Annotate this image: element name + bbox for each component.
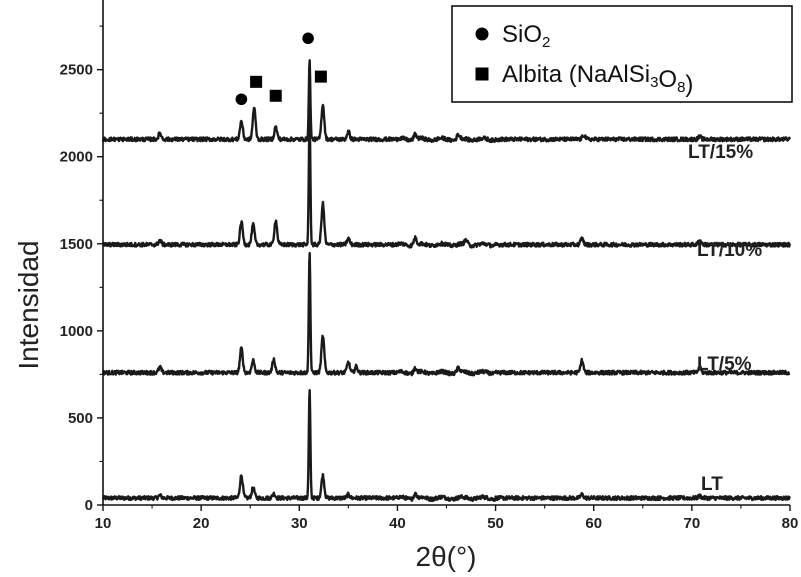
y-tick-label: 500 — [68, 410, 93, 427]
sio2-marker — [302, 32, 314, 45]
series-label: LT/5% — [697, 354, 752, 375]
axes: 10 20 30 40 50 60 70 80 0 500 1000 1500 2000 2500 — [60, 0, 799, 532]
series-line — [101, 59, 791, 144]
legend-entry: Albita (NaAlSi3O8) — [502, 61, 693, 98]
series-label: LT/15% — [688, 142, 753, 163]
x-tick-label: 40 — [389, 515, 406, 532]
y-tick-label: 2500 — [60, 62, 93, 79]
series-label: LT — [701, 474, 723, 495]
legend-square-symbol — [475, 67, 489, 81]
y-tick-label: 0 — [85, 497, 93, 514]
albita-marker — [314, 70, 327, 83]
x-tick-label: 50 — [487, 515, 504, 532]
legend-box — [451, 5, 793, 103]
legend-circle-symbol — [475, 27, 489, 41]
legend: SiO2 Albita (NaAlSi3O8) — [451, 5, 793, 103]
x-tick-label: 60 — [585, 515, 602, 532]
series-line — [101, 389, 791, 503]
y-tick-label: 2000 — [60, 149, 93, 166]
x-tick-label: 20 — [193, 515, 210, 532]
y-tick-label: 1500 — [60, 236, 93, 253]
sio2-marker — [235, 93, 248, 106]
x-tick-label: 80 — [782, 515, 799, 532]
series-line — [101, 251, 791, 377]
x-tick-label: 70 — [684, 515, 701, 532]
x-tick-label: 10 — [95, 515, 112, 532]
series-labels: LT LT/5% LT/10% LT/15% — [688, 142, 762, 495]
legend-entry: SiO2 — [502, 21, 550, 51]
albita-marker — [250, 75, 263, 88]
albita-marker — [269, 89, 282, 102]
x-tick-label: 30 — [291, 515, 308, 532]
y-axis-title: Intensidad — [13, 240, 44, 369]
y-tick-label: 1000 — [60, 323, 93, 340]
series-layer — [101, 59, 791, 503]
marker-layer — [235, 32, 327, 106]
x-axis-title: 2θ(°) — [416, 541, 477, 572]
series-label: LT/10% — [697, 240, 762, 261]
series-line — [101, 112, 791, 249]
